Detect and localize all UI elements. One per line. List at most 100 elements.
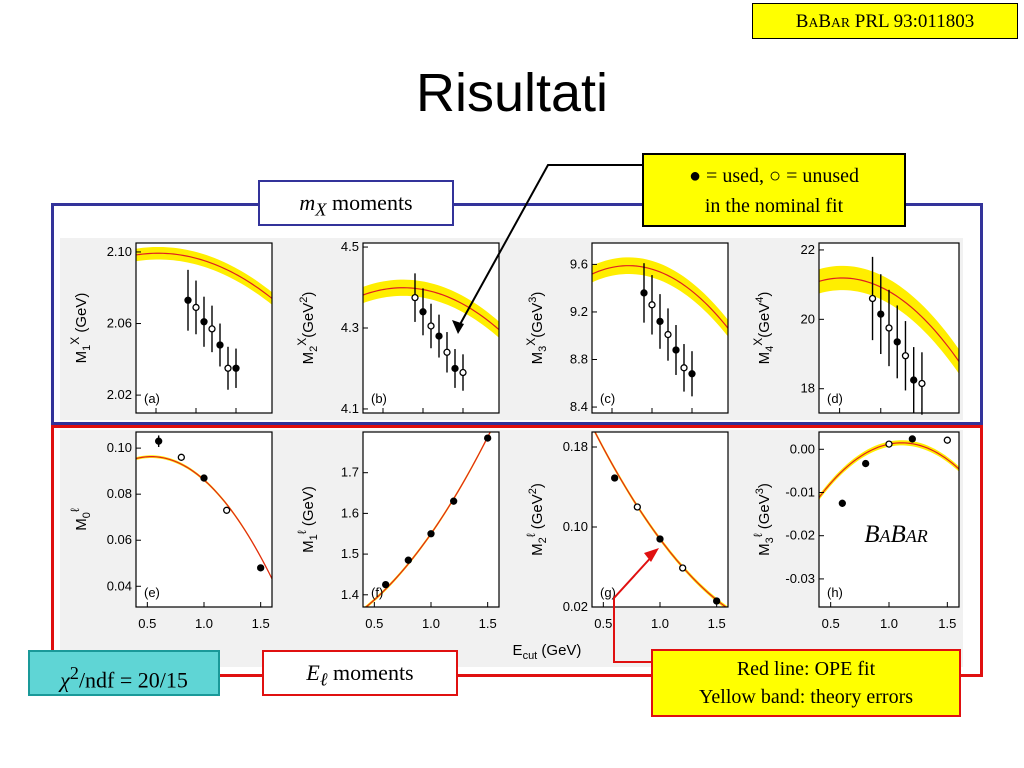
y-tick-label: 4.3	[341, 320, 359, 335]
x-tick-label: 1.0	[651, 616, 669, 631]
chi-symbol: χ	[60, 667, 70, 693]
chi2-box: χ2/ndf = 20/15	[28, 650, 220, 696]
panel-label: (b)	[371, 391, 387, 406]
y-tick-label: 4.1	[341, 401, 359, 416]
plot-area	[592, 432, 728, 607]
ref-a1: A	[808, 15, 819, 30]
used-point	[656, 535, 664, 543]
unused-point	[459, 368, 467, 377]
chi-sup: 2	[69, 663, 79, 683]
theory-band	[363, 279, 499, 338]
panel-label: (h)	[827, 585, 843, 600]
y-axis-title: M2ℓ (GeV2)	[524, 483, 549, 556]
y-tick-label: 9.2	[570, 304, 588, 319]
x-axis-title: Ecut (GeV)	[513, 642, 582, 662]
y-tick-label: 0.02	[563, 599, 588, 614]
theory-band	[136, 246, 272, 305]
fit-band-legend: Red line: OPE fit Yellow band: theory er…	[651, 649, 961, 717]
y-tick-label: 0.10	[563, 519, 588, 534]
used-point	[838, 499, 846, 507]
unused-point	[679, 564, 687, 572]
used-point	[611, 474, 619, 482]
unused-point	[633, 503, 641, 511]
used-point	[382, 580, 390, 589]
babar-logo: BABAR	[850, 518, 942, 552]
used-point	[232, 364, 240, 372]
y-tick-label: 20	[801, 311, 815, 326]
used-point	[713, 597, 721, 605]
used-point	[184, 296, 192, 304]
x-tick-label: 0.5	[594, 616, 612, 631]
mx-label-text: moments	[326, 190, 413, 215]
used-point	[893, 338, 901, 346]
panel-label: (d)	[827, 391, 843, 406]
used-point	[200, 474, 208, 482]
used-point	[908, 435, 916, 443]
y-tick-label: 1.7	[341, 465, 359, 480]
plot-area	[136, 432, 272, 607]
used-point	[484, 434, 492, 442]
y-tick-label: 8.4	[570, 399, 588, 414]
plot-frame	[818, 242, 960, 414]
used-point	[216, 341, 224, 349]
plot-frame	[591, 242, 729, 414]
x-tick-label: 1.5	[479, 616, 497, 631]
y-tick-label: 2.10	[107, 244, 132, 259]
x-tick-label: 0.5	[822, 616, 840, 631]
unused-point	[411, 293, 419, 302]
ope-fit-line	[592, 265, 728, 329]
y-tick-label: 0.08	[107, 486, 132, 501]
y-tick-label: 2.02	[107, 387, 132, 402]
y-tick-label: 0.18	[563, 439, 588, 454]
y-tick-label: 9.6	[570, 256, 588, 271]
ref-rest: PRL 93:011803	[850, 11, 975, 32]
y-tick-label: -0.01	[785, 484, 815, 499]
plot-area	[363, 432, 499, 607]
panel-label: (e)	[144, 585, 160, 600]
y-tick-label: 2.06	[107, 316, 132, 331]
y-tick-label: 1.5	[341, 546, 359, 561]
unused-point	[224, 364, 232, 372]
unused-point	[943, 436, 951, 444]
panel-label: (a)	[144, 391, 160, 406]
ope-fit-line	[363, 287, 499, 331]
ref-b1: B	[795, 11, 809, 32]
panel-label: (f)	[371, 585, 383, 600]
legend-line-2: in the nominal fit	[704, 195, 844, 217]
unused-point	[208, 325, 216, 333]
x-tick-label: 1.0	[422, 616, 440, 631]
unused-point	[177, 453, 185, 461]
used-point	[910, 376, 918, 384]
y-axis-title: M3X(GeV3)	[524, 292, 549, 365]
slide-title: Risultati	[415, 63, 609, 123]
y-tick-label: -0.02	[785, 528, 815, 543]
unused-point	[901, 352, 910, 360]
y-axis-title: M0ℓ	[68, 508, 93, 531]
el-subscript: ℓ	[319, 669, 328, 690]
fit-arrow-line	[613, 552, 656, 663]
unused-point	[223, 506, 231, 514]
theory-band	[592, 257, 728, 337]
y-tick-label: 4.5	[341, 239, 359, 254]
x-tick-label: 0.5	[365, 616, 383, 631]
panels-group: 2.02 2.06 2.10 (a) M1X (GeV) 4.1 4.3 4.5 (b) M2X(…	[68, 239, 960, 631]
y-tick-label: 0.00	[790, 441, 815, 456]
y-tick-label: 1.4	[341, 587, 359, 602]
y-tick-label: 1.6	[341, 505, 359, 520]
legend-arrow-head	[452, 320, 464, 334]
unused-point	[648, 301, 656, 309]
el-moments-label: Eℓ moments	[262, 650, 458, 696]
used-point	[257, 564, 265, 572]
fit-arrow-head	[644, 548, 659, 562]
unused-point	[868, 294, 877, 303]
plot-frame	[135, 242, 273, 414]
used-point	[200, 318, 208, 326]
used-point	[862, 459, 870, 468]
used-point	[451, 364, 459, 373]
el-moments-frame	[51, 425, 983, 677]
used-point	[419, 308, 427, 316]
y-tick-label: 8.8	[570, 352, 588, 367]
y-tick-label: -0.03	[785, 571, 815, 586]
mx-moments-frame	[51, 203, 983, 425]
